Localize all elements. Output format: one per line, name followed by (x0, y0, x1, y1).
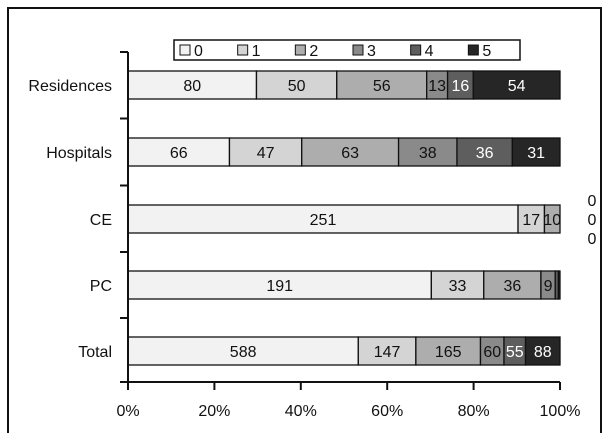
legend-swatch-series-0 (179, 44, 191, 56)
category-label-total: Total (78, 344, 112, 361)
legend-swatch-series-2 (294, 44, 306, 56)
value-label-ce-series-3: 0 (588, 193, 597, 210)
value-label-total-series-4: 55 (506, 344, 524, 361)
bar-pc-series-0 (127, 270, 433, 300)
value-label-pc-series-2: 36 (503, 278, 521, 295)
chart-frame (7, 7, 602, 433)
value-label-residences-series-2: 56 (373, 78, 391, 95)
category-label-hospitals: Hospitals (46, 145, 112, 162)
value-label-ce-series-0: 251 (310, 212, 337, 229)
value-label-ce-series-4: 0 (588, 212, 597, 229)
x-tick-label: 0% (116, 403, 139, 420)
value-label-residences-series-5: 54 (508, 78, 526, 95)
legend-label-series-3: 3 (367, 43, 376, 60)
value-label-residences-series-1: 50 (288, 78, 306, 95)
value-label-total-series-2: 165 (435, 344, 462, 361)
bar-pc-series-2 (483, 270, 542, 300)
legend-label-series-5: 5 (482, 43, 491, 60)
value-label-pc-series-1: 33 (449, 278, 467, 295)
x-tick-label: 40% (285, 403, 317, 420)
bar-residences-series-1 (255, 70, 338, 100)
legend-box (173, 39, 521, 61)
bar-hospitals-series-4 (456, 137, 513, 167)
value-label-hospitals-series-2: 63 (341, 145, 359, 162)
x-tick-label: 80% (458, 403, 490, 420)
value-label-residences-series-3: 13 (428, 78, 446, 95)
bar-ce-series-2 (543, 204, 561, 234)
x-tick-label: 60% (371, 403, 403, 420)
bar-residences-series-4 (446, 70, 474, 100)
bar-ce-series-1 (517, 204, 546, 234)
value-label-ce-series-2: 10 (543, 212, 561, 229)
value-label-pc-series-0: 191 (266, 278, 293, 295)
value-label-hospitals-series-5: 31 (527, 145, 545, 162)
bar-hospitals-series-5 (511, 137, 561, 167)
legend-label-series-0: 0 (194, 43, 203, 60)
value-label-total-series-0: 588 (230, 344, 257, 361)
legend-label-series-2: 2 (309, 43, 318, 60)
legend-swatch-series-1 (237, 44, 249, 56)
value-label-hospitals-series-4: 36 (476, 145, 494, 162)
bar-residences-series-5 (472, 70, 561, 100)
bar-total-series-5 (524, 336, 561, 366)
legend-label-series-1: 1 (252, 43, 261, 60)
value-label-hospitals-series-3: 38 (419, 145, 437, 162)
bar-pc-series-5 (557, 270, 561, 300)
value-label-total-series-1: 147 (374, 344, 401, 361)
bar-ce-series-0 (127, 204, 519, 234)
category-label-residences: Residences (28, 78, 112, 95)
value-label-pc-series-3: 9 (544, 278, 553, 295)
bar-total-series-2 (415, 336, 482, 366)
legend: 0 1 2 3 4 5 (173, 39, 521, 61)
x-tick-label: 20% (198, 403, 230, 420)
value-label-hospitals-series-1: 47 (257, 145, 275, 162)
category-label-pc: PC (90, 278, 112, 295)
legend-swatch-series-3 (352, 44, 364, 56)
value-label-residences-series-4: 16 (452, 78, 470, 95)
value-label-hospitals-series-0: 66 (170, 145, 188, 162)
value-label-ce-series-1: 17 (522, 212, 540, 229)
value-label-total-series-3: 60 (483, 344, 501, 361)
plot-area: 80 50 56 13 16 54 Residences 66 47 63 38 36 31 Hospit… (28, 51, 597, 420)
legend-label-series-4: 4 (425, 43, 434, 60)
bar-residences-series-2 (336, 70, 428, 100)
x-tick-label: 100% (540, 403, 581, 420)
legend-swatch-series-4 (410, 44, 422, 56)
value-label-residences-series-0: 80 (183, 78, 201, 95)
legend-swatch-series-5 (467, 44, 479, 56)
value-label-total-series-5: 88 (534, 344, 552, 361)
value-label-ce-series-5: 0 (588, 231, 597, 248)
category-label-ce: CE (90, 212, 112, 229)
